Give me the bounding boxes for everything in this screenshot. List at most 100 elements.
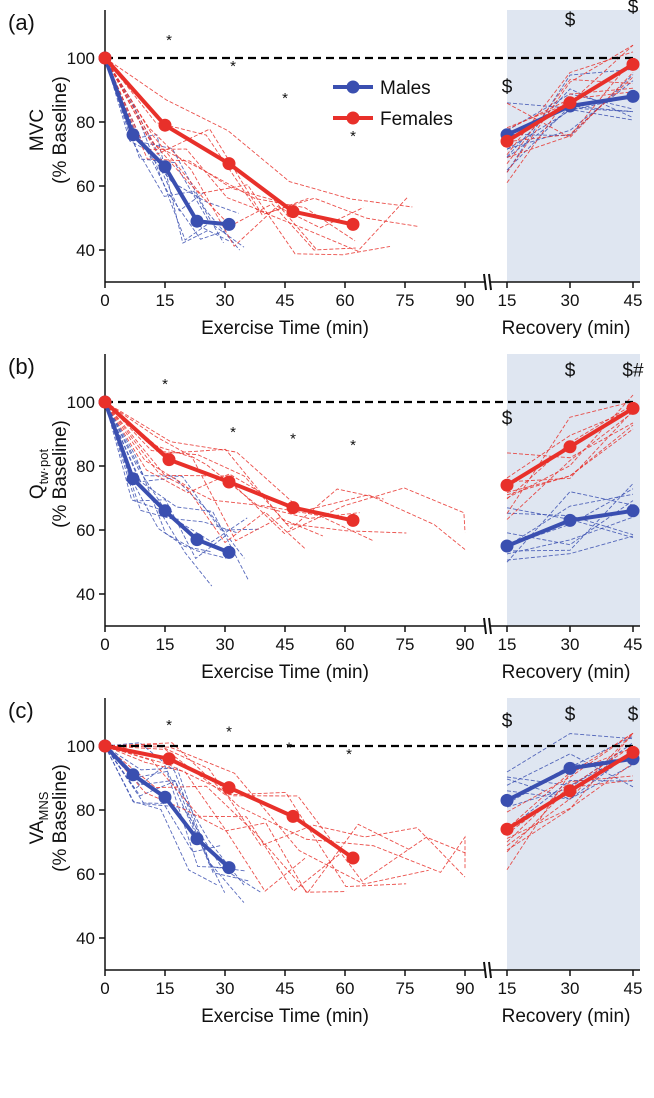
- significance-marker: *: [166, 32, 172, 49]
- recovery-marker: $: [565, 704, 576, 725]
- data-point-recovery-males: [563, 761, 577, 775]
- data-point-males: [222, 861, 236, 875]
- significance-marker: *: [226, 723, 232, 740]
- y-tick-label: 100: [67, 49, 95, 68]
- individual-trace: [506, 428, 634, 496]
- individual-trace: [506, 742, 634, 808]
- recovery-marker: $: [565, 10, 576, 31]
- individual-trace: [506, 516, 634, 555]
- x-tick-label: 45: [624, 979, 643, 998]
- data-point-females: [286, 501, 300, 515]
- data-point-males: [190, 832, 204, 846]
- data-point-recovery-males: [563, 513, 577, 527]
- individual-trace: [104, 57, 364, 247]
- significance-marker: *: [282, 90, 288, 107]
- recovery-shade: [507, 698, 640, 970]
- individual-trace: [104, 401, 245, 559]
- panel-label: (c): [8, 698, 34, 723]
- x-tick-label: 45: [276, 979, 295, 998]
- data-point-recovery-females: [626, 745, 640, 759]
- x-tick-label: 0: [100, 291, 109, 310]
- y-tick-label: 100: [67, 737, 95, 756]
- panel-a: 40 60 80 100 0 15 30 45 60 75 90 15 30 45 Exercise Tim…: [8, 0, 642, 339]
- significance-marker: *: [286, 739, 292, 756]
- y-tick-label: 60: [76, 177, 95, 196]
- panel-b: 40 60 80 100 0 15 30 45 60 75 90 15 30 45 Exercise Tim…: [8, 354, 644, 683]
- individual-trace: [506, 408, 634, 479]
- data-point-males: [126, 768, 140, 782]
- x-axis-label-recovery: Recovery (min): [502, 1006, 631, 1027]
- axis-break: [483, 961, 487, 979]
- individual-trace: [104, 57, 391, 256]
- individual-trace: [506, 401, 634, 514]
- recovery-marker: $: [565, 360, 576, 381]
- axis-break: [488, 617, 492, 635]
- x-tick-label: 90: [456, 291, 475, 310]
- y-axis-label: Qtw·pot: [27, 449, 51, 500]
- significance-marker: *: [230, 58, 236, 75]
- data-point-females: [98, 51, 112, 65]
- y-axis-label-paren: (% Baseline): [50, 420, 71, 528]
- individual-trace: [104, 745, 245, 886]
- individual-trace: [506, 87, 634, 183]
- individual-traces: [104, 732, 634, 903]
- y-tick-label: 60: [76, 521, 95, 540]
- data-point-females: [222, 781, 236, 795]
- series-line-females: [104, 744, 355, 860]
- individual-trace: [104, 401, 384, 530]
- data-point-males: [190, 533, 204, 547]
- individual-trace: [506, 424, 634, 493]
- individual-trace: [104, 57, 409, 252]
- individual-trace: [506, 483, 634, 552]
- data-point-recovery-males: [500, 539, 514, 553]
- individual-trace: [104, 57, 233, 240]
- x-tick-label: 0: [100, 979, 109, 998]
- individual-trace: [506, 493, 634, 547]
- individual-trace: [506, 762, 634, 839]
- y-axis-label-paren: (% Baseline): [50, 76, 71, 184]
- individual-trace: [506, 76, 634, 143]
- individual-trace: [104, 744, 466, 878]
- x-tick-label: 0: [100, 635, 109, 654]
- recovery-marker: $: [628, 0, 639, 18]
- y-axis-label: MVC: [27, 109, 48, 151]
- individual-trace: [104, 57, 239, 214]
- x-tick-label: 15: [498, 635, 517, 654]
- data-point-recovery-females: [563, 96, 577, 110]
- x-tick-label: 60: [336, 635, 355, 654]
- individual-trace: [506, 507, 634, 539]
- axis-break: [488, 273, 492, 291]
- recovery-marker: $: [502, 711, 513, 732]
- legend-label-females: Females: [380, 109, 453, 130]
- x-tick-label: 30: [216, 635, 235, 654]
- x-axis-label-exercise: Exercise Time (min): [201, 662, 369, 683]
- individual-trace: [506, 79, 634, 164]
- x-tick-label: 75: [396, 291, 415, 310]
- significance-marker: *: [162, 376, 168, 393]
- x-tick-label: 15: [498, 979, 517, 998]
- data-point-males: [158, 160, 172, 174]
- individual-trace: [104, 742, 245, 903]
- data-point-recovery-females: [626, 57, 640, 71]
- significance-marker: *: [290, 431, 296, 448]
- individual-trace: [104, 745, 217, 886]
- individual-trace: [104, 57, 420, 228]
- data-point-males: [222, 545, 236, 559]
- y-axis-label-main: MVC: [27, 109, 48, 151]
- panel-label: (a): [8, 10, 35, 35]
- data-point-recovery-females: [500, 478, 514, 492]
- recovery-shade: [507, 354, 640, 626]
- data-point-females: [162, 752, 176, 766]
- data-point-females: [286, 205, 300, 219]
- legend: Males Females: [333, 78, 453, 130]
- individual-trace: [506, 88, 634, 158]
- individual-trace: [104, 745, 407, 888]
- axis-break: [483, 617, 487, 635]
- y-tick-label: 40: [76, 241, 95, 260]
- legend-marker-males: [346, 80, 360, 94]
- x-tick-label: 45: [624, 291, 643, 310]
- axis-break: [488, 961, 492, 979]
- data-point-males: [190, 214, 204, 228]
- individual-trace: [104, 401, 249, 581]
